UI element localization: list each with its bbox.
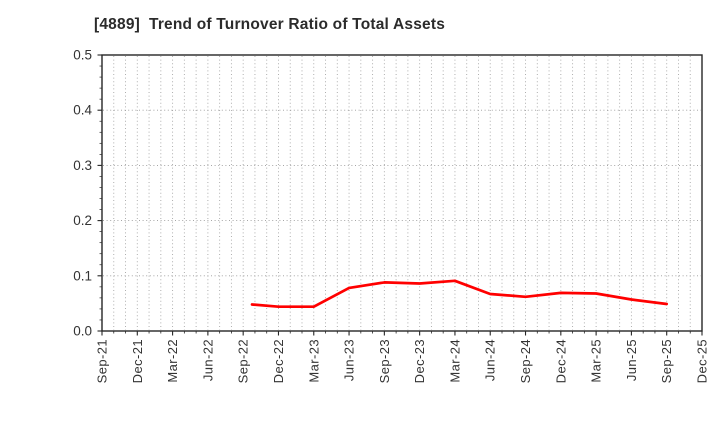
x-axis-tick-label: Dec-25 [695, 339, 710, 383]
x-axis-tick-label: Mar-23 [306, 339, 321, 383]
y-axis-tick-label: 0.3 [73, 158, 92, 173]
x-axis-tick-label: Mar-22 [165, 339, 180, 383]
x-axis-tick-label: Jun-24 [483, 339, 498, 381]
plot-border [101, 54, 703, 332]
x-axis-tick-label: Sep-25 [659, 339, 674, 383]
x-axis-tick-label: Dec-24 [553, 339, 568, 383]
y-axis-tick-label: 0.1 [73, 268, 92, 283]
x-axis-tick-label: Jun-25 [624, 339, 639, 381]
turnover-ratio-line [250, 279, 669, 309]
x-axis-tick-label: Jun-23 [342, 339, 357, 381]
chart-title: [4889] Trend of Turnover Ratio of Total … [94, 16, 446, 33]
y-axis-tick-label: 0.5 [73, 48, 92, 63]
x-axis-tick-label: Sep-24 [518, 339, 533, 383]
x-axis-tick-label: Mar-25 [589, 339, 604, 383]
y-axis-tick-label: 0.4 [73, 103, 92, 118]
x-axis-tick-label: Mar-24 [447, 339, 462, 383]
x-axis-tick-label: Sep-23 [377, 339, 392, 383]
x-axis-tick-label: Sep-21 [95, 339, 110, 383]
x-axis-tick-label: Jun-22 [200, 339, 215, 381]
x-axis-tick-label: Dec-23 [412, 339, 427, 383]
x-axis-tick-label: Sep-22 [236, 339, 251, 383]
x-axis-tick-label: Dec-21 [130, 339, 145, 383]
y-axis-tick-label: 0.0 [73, 324, 92, 339]
x-axis-tick-label: Dec-22 [271, 339, 286, 383]
y-axis-tick-label: 0.2 [73, 213, 92, 228]
